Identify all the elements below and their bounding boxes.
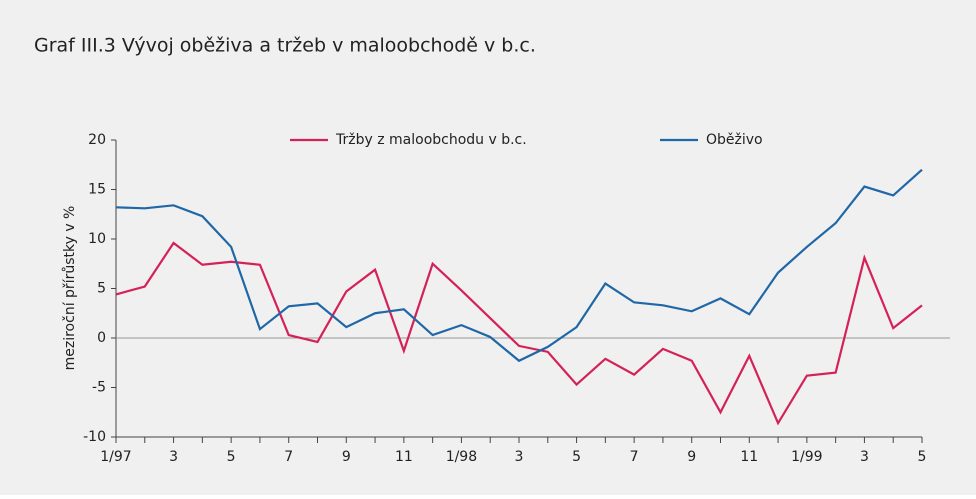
x-tick-label: 3 (860, 449, 869, 465)
x-tick-label: 9 (342, 449, 351, 465)
y-tick-label: 20 (88, 132, 106, 148)
y-tick-label: 5 (97, 281, 106, 297)
y-axis-label: meziroční přírůstky v % (62, 206, 78, 371)
legend-label: Oběživo (706, 132, 763, 148)
y-tick-label: 15 (88, 182, 106, 198)
x-tick-label: 7 (284, 449, 293, 465)
y-tick-label: -5 (92, 380, 106, 396)
x-tick-label: 1/98 (446, 449, 477, 465)
x-tick-label: 3 (515, 449, 524, 465)
x-tick-label: 5 (918, 449, 927, 465)
x-tick-label: 3 (169, 449, 178, 465)
series-line (115, 168, 923, 363)
x-tick-label: 11 (740, 449, 758, 465)
x-tick-label: 1/97 (100, 449, 131, 465)
x-tick-label: 1/99 (791, 449, 822, 465)
x-tick-label: 7 (630, 449, 639, 465)
x-tick-label: 9 (687, 449, 696, 465)
legend-label: Tržby z maloobchodu v b.c. (335, 132, 527, 148)
x-tick-label: 11 (395, 449, 413, 465)
x-tick-label: 5 (572, 449, 581, 465)
y-tick-label: 0 (97, 330, 106, 346)
x-tick-label: 5 (227, 449, 236, 465)
y-tick-label: -10 (83, 429, 106, 445)
series-line (115, 241, 923, 426)
y-tick-label: 10 (88, 231, 106, 247)
chart-title: Graf III.3 Vývoj oběživa a tržeb v maloo… (34, 35, 536, 57)
